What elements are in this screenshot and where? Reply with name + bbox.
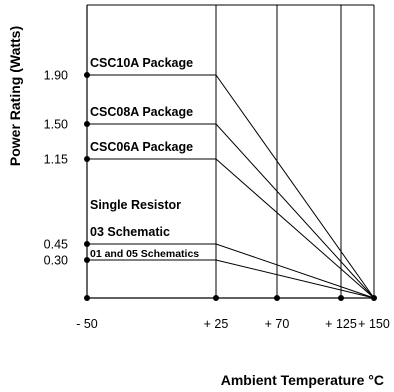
x-tick-label: + 25 xyxy=(204,317,229,331)
x-tick-marker xyxy=(84,295,90,301)
series-label: CSC06A Package xyxy=(90,140,193,154)
x-tick-label: + 125 xyxy=(325,317,357,331)
series-line xyxy=(87,243,375,299)
y-tick-marker xyxy=(84,121,90,127)
series-label: CSC10A Package xyxy=(90,56,193,70)
y-tick-marker xyxy=(84,241,90,247)
x-tick-marker xyxy=(338,295,344,301)
x-tick-marker xyxy=(371,295,377,301)
series-label: 03 Schematic xyxy=(90,225,170,239)
single-resistor-annotation: Single Resistor xyxy=(90,198,181,212)
x-axis-title: Ambient Temperature °C xyxy=(221,372,384,388)
y-tick-label: 1.15 xyxy=(44,153,68,167)
series-line xyxy=(87,259,375,299)
x-tick-label: + 150 xyxy=(358,317,390,331)
series-label: CSC08A Package xyxy=(90,105,193,119)
y-tick-marker xyxy=(84,72,90,78)
y-tick-marker xyxy=(84,257,90,263)
y-tick-label: 0.30 xyxy=(44,254,68,268)
x-tick-label: + 70 xyxy=(265,317,290,331)
y-axis-title: Power Rating (Watts) xyxy=(7,26,23,166)
x-tick-label: - 50 xyxy=(76,317,98,331)
x-tick-marker xyxy=(274,295,280,301)
x-tick-marker xyxy=(213,295,219,301)
series-line xyxy=(87,74,375,299)
series-label: 01 and 05 Schematics xyxy=(90,248,199,260)
y-tick-marker xyxy=(84,156,90,162)
series-line xyxy=(87,158,375,299)
y-tick-label: 1.90 xyxy=(44,69,68,83)
series-line xyxy=(87,123,375,299)
y-tick-label: 0.45 xyxy=(44,238,68,252)
y-tick-label: 1.50 xyxy=(44,118,68,132)
